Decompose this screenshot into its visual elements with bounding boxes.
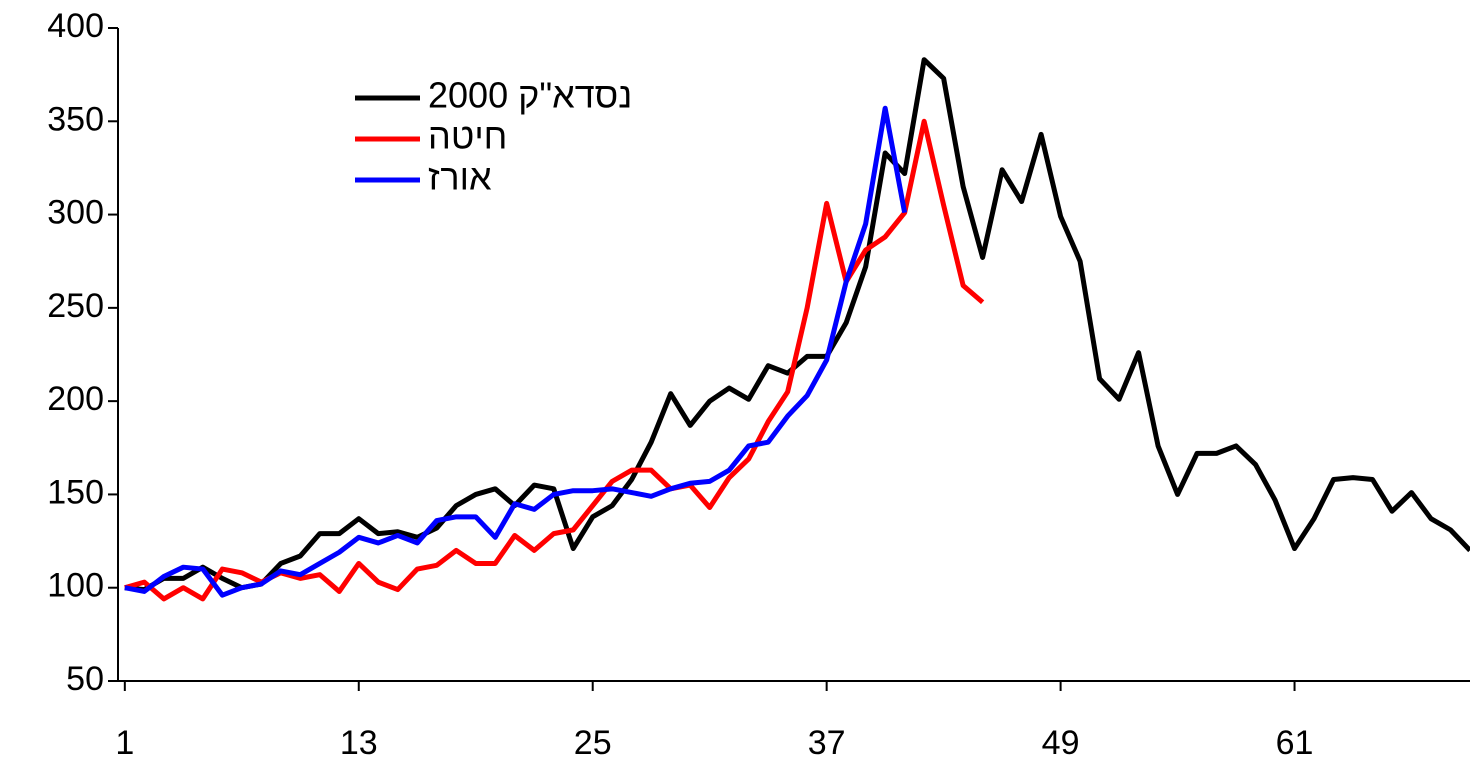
y-tick-label: 350	[47, 100, 104, 138]
y-tick-label: 50	[66, 660, 104, 698]
data-line	[124, 105, 908, 598]
y-tick-label: 200	[47, 380, 104, 418]
legend-label: אורז	[428, 157, 492, 198]
x-tick-label: 49	[1042, 724, 1080, 758]
x-tick-label: 1	[115, 724, 134, 758]
data-line	[124, 57, 1470, 593]
y-tick-label: 400	[47, 7, 104, 45]
legend-label: נסדא"ק 2000	[428, 75, 632, 116]
data-line	[124, 118, 985, 602]
y-tick-label: 100	[47, 567, 104, 605]
y-tick-label: 250	[47, 287, 104, 325]
y-tick-label: 300	[47, 194, 104, 232]
x-tick-label: 37	[808, 724, 846, 758]
y-tick-label: 150	[47, 473, 104, 511]
x-tick-label: 61	[1276, 724, 1314, 758]
x-tick-label: 13	[340, 724, 378, 758]
x-tick-label: 25	[574, 724, 612, 758]
legend-label: חיטה	[428, 116, 507, 157]
